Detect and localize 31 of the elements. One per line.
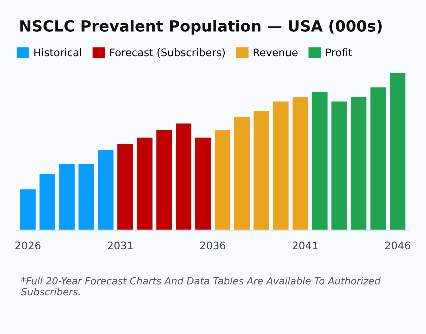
bar — [273, 102, 289, 230]
legend-label: Historical — [34, 48, 82, 57]
bar — [78, 164, 94, 230]
bar — [176, 124, 192, 230]
x-tick-label: 2046 — [385, 242, 410, 250]
bar — [20, 190, 36, 230]
bar — [59, 164, 75, 230]
bar — [137, 138, 153, 230]
bar — [332, 102, 348, 230]
legend-label: Forecast (Subscribers) — [110, 48, 225, 58]
text: *Full 20-Year Forecast Charts And Data Tables Are Available To Authorized Subscribers. — [21, 277, 381, 296]
bar — [118, 144, 134, 230]
bar — [98, 150, 114, 230]
bar — [312, 92, 328, 230]
bar — [351, 97, 367, 230]
x-tick-label: 2031 — [108, 242, 133, 250]
legend-label: Profit — [326, 48, 352, 57]
bar — [156, 130, 172, 230]
bar — [40, 174, 56, 230]
bar — [234, 117, 250, 230]
bar — [390, 73, 406, 230]
chart-title: NSCLC Prevalent Population — USA (000s) — [20, 20, 382, 35]
legend-label: Revenue — [254, 48, 298, 57]
bar — [215, 130, 231, 230]
bar — [370, 88, 386, 230]
x-tick-label: 2026 — [16, 242, 41, 250]
x-tick-label: 2036 — [200, 242, 226, 250]
bar — [195, 138, 211, 230]
bar — [292, 97, 308, 230]
bar — [254, 111, 270, 230]
x-tick-label: 2041 — [292, 242, 318, 250]
